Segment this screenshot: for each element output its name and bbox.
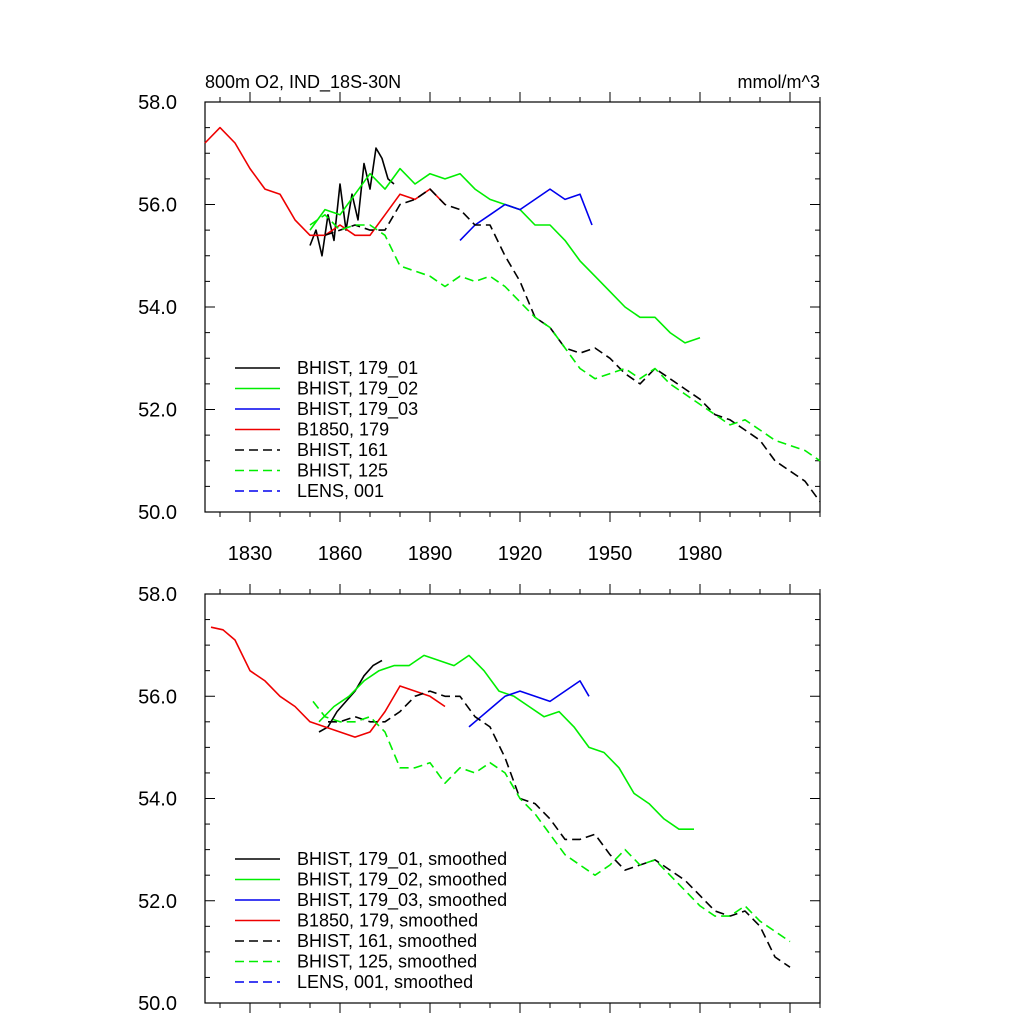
x-tick-label: 1920	[498, 543, 543, 565]
legend-label: BHIST, 179_01	[297, 358, 418, 379]
y-tick-label: 54.0	[138, 789, 177, 811]
series-line-6	[312, 700, 791, 943]
legend-label: BHIST, 179_03, smoothed	[297, 890, 507, 911]
series-line-2	[318, 654, 694, 831]
legend-label: LENS, 001, smoothed	[297, 972, 473, 992]
y-tick-label: 58.0	[138, 92, 177, 114]
legend-label: BHIST, 179_02	[297, 379, 418, 400]
legend-label: BHIST, 125	[297, 461, 388, 481]
y-tick-label: 52.0	[138, 400, 177, 422]
legend-label: BHIST, 179_02, smoothed	[297, 870, 507, 891]
series-line-1	[318, 659, 383, 733]
x-tick-label: 1980	[678, 543, 723, 565]
series-line-5	[324, 188, 821, 503]
series-line-1	[309, 147, 395, 257]
y-tick-label: 56.0	[138, 686, 177, 708]
legend-label: BHIST, 161, smoothed	[297, 931, 477, 951]
x-tick-label: 1830	[228, 543, 273, 565]
x-tick-label: 1860	[318, 543, 363, 565]
legend-label: BHIST, 161	[297, 440, 388, 460]
series-line-3	[459, 188, 593, 241]
series-line-3	[468, 680, 590, 728]
x-tick-label: 1950	[588, 543, 633, 565]
y-tick-label: 52.0	[138, 891, 177, 913]
y-tick-label: 54.0	[138, 297, 177, 319]
x-tick-label: 1890	[408, 543, 453, 565]
legend-label: B1850, 179	[297, 420, 389, 440]
legend-label: LENS, 001	[297, 481, 384, 501]
legend-label: B1850, 179, smoothed	[297, 911, 478, 931]
y-tick-label: 56.0	[138, 195, 177, 217]
series-line-5	[328, 690, 791, 968]
series-line-2	[309, 167, 701, 344]
y-tick-label: 50.0	[138, 502, 177, 524]
legend-label: BHIST, 125, smoothed	[297, 952, 477, 972]
legend-label: BHIST, 179_03	[297, 399, 418, 420]
y-tick-label: 50.0	[138, 993, 177, 1015]
series-line-6	[309, 214, 821, 462]
chart-panel-1: 800m O2, IND_18S-30N mmol/m^3 50.0 52.0 54.0…	[138, 72, 821, 565]
legend-label: BHIST, 179_01, smoothed	[297, 849, 507, 870]
chart-title: 800m O2, IND_18S-30N	[205, 72, 401, 93]
chart-units: mmol/m^3	[738, 72, 820, 92]
series-line-4	[210, 626, 446, 738]
series-line-4	[204, 126, 446, 237]
y-tick-label: 58.0	[138, 584, 177, 606]
chart-panel-2: 50.0 52.0 54.0 56.0 58.0 BHIST, 179_01, smoot…	[138, 584, 821, 1015]
